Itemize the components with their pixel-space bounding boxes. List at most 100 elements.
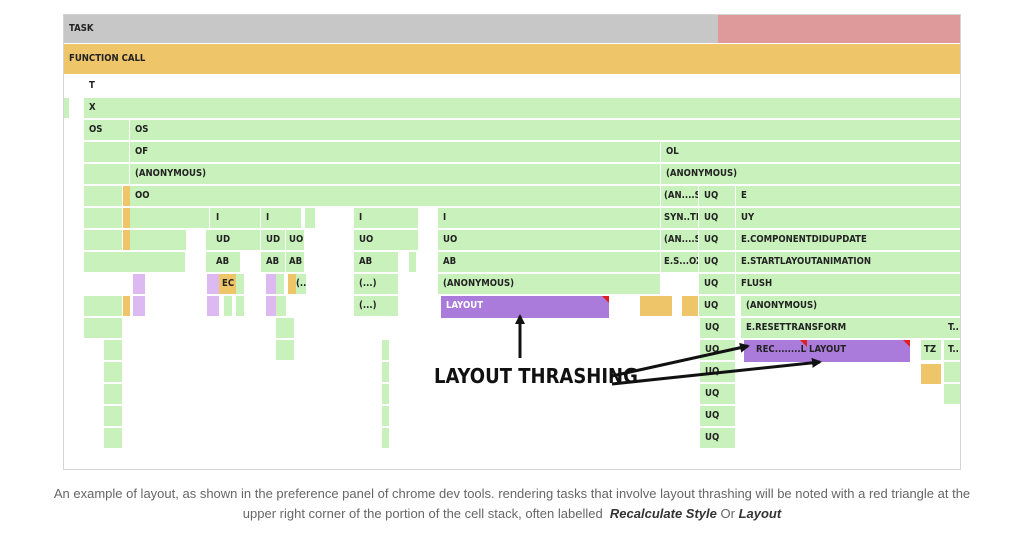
frame-blank[interactable]	[944, 384, 960, 404]
frame-ab[interactable]: AB	[354, 252, 398, 272]
frame-uq[interactable]: UQ	[699, 274, 735, 294]
frame-blank[interactable]	[276, 296, 286, 316]
frame-orange[interactable]	[123, 230, 130, 250]
frame-uo[interactable]: UO	[438, 230, 660, 250]
frame-ab[interactable]: AB	[261, 252, 285, 272]
frame-blank[interactable]	[382, 362, 389, 382]
frame-of[interactable]: OF	[130, 142, 660, 162]
frame-orange[interactable]	[123, 186, 130, 206]
frame-anonymous[interactable]: (ANONYMOUS)	[661, 164, 960, 184]
frame-blank[interactable]	[104, 428, 122, 448]
frame-layout-thrash[interactable]: LAYOUT	[441, 296, 609, 318]
frame-blank[interactable]	[84, 296, 122, 316]
frame-e-s-ox[interactable]: E.S...OX	[661, 252, 698, 272]
frame-blank[interactable]	[236, 274, 244, 294]
frame-ec[interactable]: EC	[219, 274, 236, 294]
frame-uq[interactable]: UQ	[699, 252, 735, 272]
frame-anonymous[interactable]: (ANONYMOUS)	[130, 164, 660, 184]
frame-ud[interactable]: UD	[206, 230, 260, 250]
frame-e-startlayoutanimation[interactable]: E.STARTLAYOUTANIMATION	[736, 252, 960, 272]
frame-uq[interactable]: UQ	[699, 230, 735, 250]
frame-blank[interactable]	[84, 142, 129, 162]
frame-uo[interactable]: UO	[354, 230, 418, 250]
long-task-overflow[interactable]	[718, 15, 960, 43]
frame-anonymous[interactable]: (ANONYMOUS)	[438, 274, 660, 294]
frame-blank[interactable]	[84, 186, 122, 206]
frame-t[interactable]: T	[89, 80, 95, 91]
frame-ab[interactable]: AB	[286, 252, 304, 272]
frame-blank[interactable]	[84, 252, 185, 272]
frame-blank[interactable]	[130, 230, 186, 250]
frame-t-trunc[interactable]: T..	[944, 318, 960, 338]
frame-tz[interactable]: TZ	[921, 340, 941, 360]
frame-ab[interactable]: AB	[206, 252, 240, 272]
frame-purple[interactable]	[133, 274, 145, 294]
frame-orange[interactable]	[123, 296, 130, 316]
frame-ellipsis[interactable]: (...)	[354, 296, 398, 316]
frame-ol[interactable]: OL	[661, 142, 960, 162]
frame-blank[interactable]	[84, 164, 129, 184]
frame-uq[interactable]: UQ	[699, 186, 735, 206]
frame-blank[interactable]	[276, 340, 294, 360]
frame-blank[interactable]	[382, 340, 389, 360]
frame-ab[interactable]: AB	[438, 252, 660, 272]
frame-e-resettransform[interactable]: E.RESETTRANSFORM	[741, 318, 944, 338]
frame-blank[interactable]	[84, 230, 122, 250]
frame-uq[interactable]: UQ	[699, 296, 735, 316]
frame-blank[interactable]	[305, 208, 315, 228]
frame-t-trunc[interactable]: T..	[944, 340, 960, 360]
frame-blank[interactable]	[382, 384, 389, 404]
function-call-block[interactable]: FUNCTION CALL	[64, 44, 960, 74]
frame-oo[interactable]: OO	[130, 186, 660, 206]
frame-e[interactable]: E	[736, 186, 960, 206]
frame-ellipsis[interactable]: (...)	[354, 274, 398, 294]
frame-purple[interactable]	[207, 274, 219, 294]
frame-ud[interactable]: UD	[261, 230, 285, 250]
flame-chart[interactable]: TASK FUNCTION CALL T X OS OS OF OL (ANON…	[63, 14, 961, 470]
frame-blank[interactable]	[409, 252, 416, 272]
frame-orange[interactable]	[640, 296, 672, 316]
frame-os[interactable]: OS	[84, 120, 129, 140]
frame-blank[interactable]	[130, 208, 209, 228]
frame-orange[interactable]	[921, 364, 941, 384]
frame-purple[interactable]	[207, 296, 219, 316]
frame-blank[interactable]	[224, 296, 232, 316]
frame-x[interactable]: X	[84, 98, 960, 118]
frame-anonymous[interactable]: (ANONYMOUS)	[741, 296, 960, 316]
frame-an-s[interactable]: (AN....S)	[661, 230, 698, 250]
frame-uq[interactable]: UQ	[700, 406, 735, 426]
frame-blank[interactable]	[276, 274, 284, 294]
frame-purple[interactable]	[266, 274, 276, 294]
frame-uq[interactable]: UQ	[700, 384, 735, 404]
frame-orange[interactable]	[682, 296, 698, 316]
frame-blank[interactable]	[276, 318, 294, 338]
frame-an-s[interactable]: (AN....S)	[661, 186, 698, 206]
frame-i[interactable]: I	[438, 208, 660, 228]
frame-blank[interactable]	[104, 406, 122, 426]
task-block[interactable]: TASK	[64, 15, 718, 43]
frame-edge[interactable]	[64, 98, 69, 118]
frame-i[interactable]: I	[261, 208, 301, 228]
frame-os[interactable]: OS	[130, 120, 960, 140]
frame-uq[interactable]: UQ	[700, 318, 735, 338]
frame-i[interactable]: I	[210, 208, 260, 228]
frame-blank[interactable]	[104, 384, 122, 404]
frame-blank[interactable]	[104, 340, 122, 360]
frame-blank[interactable]	[84, 318, 122, 338]
frame-i[interactable]: I	[354, 208, 418, 228]
frame-blank[interactable]	[236, 296, 244, 316]
frame-blank[interactable]	[104, 362, 122, 382]
frame-uq[interactable]: UQ	[700, 428, 735, 448]
frame-e-componentdidupdate[interactable]: E.COMPONENTDIDUPDATE	[736, 230, 960, 250]
frame-recalculate-style[interactable]: REC........LE	[744, 340, 807, 362]
frame-uo[interactable]: UO	[286, 230, 304, 250]
frame-purple[interactable]	[133, 296, 145, 316]
frame-orange[interactable]	[123, 208, 130, 228]
frame-blank[interactable]	[382, 428, 389, 448]
frame-flush[interactable]: FLUSH	[736, 274, 960, 294]
frame-orange[interactable]	[288, 274, 296, 294]
frame-purple[interactable]	[266, 296, 276, 316]
frame-uq[interactable]: UQ	[699, 208, 735, 228]
frame-blank[interactable]	[382, 406, 389, 426]
frame-ellipsis[interactable]: (...)	[296, 274, 306, 294]
